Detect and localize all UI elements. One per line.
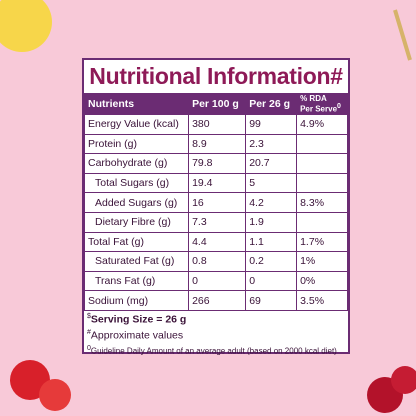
- footnote-mark: 0: [87, 344, 91, 352]
- footer: $Serving Size = 26 g #Approximate values 0…: [84, 311, 348, 363]
- nutrient-cell: Total Sugars (g): [83, 172, 190, 194]
- value-cell: 19.4: [188, 172, 247, 194]
- value-cell: 7.3: [188, 211, 247, 233]
- table-row: Total Fat (g) 4.4 1.1 1.7%: [83, 231, 348, 253]
- header-line: % RDA: [300, 93, 327, 103]
- value-cell: 0.8: [188, 251, 247, 272]
- table-row: Protein (g) 8.9 2.3: [83, 133, 348, 155]
- strawberry: [39, 379, 71, 411]
- value-cell: 16: [188, 192, 247, 213]
- table-row: Energy Value (kcal) 380 99 4.9%: [83, 114, 348, 135]
- value-cell: 4.4: [188, 231, 247, 253]
- value-cell: 0: [245, 270, 298, 292]
- header-line: Per Serve: [300, 104, 338, 114]
- value-cell: 2.3: [245, 133, 298, 155]
- value-cell: 8.9: [188, 133, 247, 155]
- value-cell: 0.2: [245, 251, 298, 272]
- header-cell: Per 100 g: [188, 93, 247, 115]
- value-cell: 0%: [296, 270, 348, 292]
- nutrient-cell: Total Fat (g): [83, 231, 190, 253]
- value-cell: 5: [245, 172, 298, 194]
- footnote: 0Guideline Daily Amount of an average ad…: [87, 345, 345, 361]
- table-row: Total Sugars (g) 19.4 5: [83, 172, 348, 194]
- title: Nutritional Information#: [89, 63, 343, 89]
- footnote: $Serving Size = 26 g: [87, 313, 345, 329]
- value-cell: 3.5%: [296, 290, 348, 311]
- value-cell: [296, 153, 348, 174]
- value-cell: 266: [188, 290, 247, 311]
- nutrient-cell: Saturated Fat (g): [83, 251, 190, 272]
- table-row: Carbohydrate (g) 79.8 20.7: [83, 153, 348, 174]
- cranberry: [391, 366, 416, 394]
- value-cell: 20.7: [245, 153, 298, 174]
- value-cell: 380: [188, 114, 247, 135]
- header-cell: Nutrients: [83, 93, 190, 115]
- table-row: Added Sugars (g) 16 4.2 8.3%: [83, 192, 348, 213]
- nutrient-cell: Energy Value (kcal): [83, 114, 190, 135]
- value-cell: [296, 133, 348, 155]
- value-cell: 1.9: [245, 211, 298, 233]
- value-cell: 1.1: [245, 231, 298, 253]
- nutrient-cell: Added Sugars (g): [83, 192, 190, 213]
- footnote-text: Serving Size = 26 g: [90, 313, 187, 326]
- value-cell: 8.3%: [296, 192, 348, 213]
- pineapple: [0, 0, 52, 52]
- footnote-text: Approximate values: [90, 329, 184, 342]
- value-cell: 0: [188, 270, 247, 292]
- nutrient-cell: Dietary Fibre (g): [83, 211, 190, 233]
- table-row: Saturated Fat (g) 0.8 0.2 1%: [83, 251, 348, 272]
- value-cell: 4.2: [245, 192, 298, 213]
- nutrition-table: Nutrients Per 100 g Per 26 g% RDA Per Serve…: [83, 93, 348, 311]
- value-cell: 1.7%: [296, 231, 348, 253]
- footnote-text: Guideline Daily Amount of an average adu…: [90, 346, 337, 356]
- value-cell: 79.8: [188, 153, 247, 174]
- footnote-mark: #: [87, 328, 91, 336]
- footnote-mark: $: [87, 312, 91, 320]
- value-cell: 1%: [296, 251, 348, 272]
- header-cell: % RDA Per Serve0: [296, 93, 348, 115]
- nutrient-cell: Sodium (mg): [83, 290, 190, 311]
- table-row: Dietary Fibre (g) 7.3 1.9: [83, 211, 348, 233]
- table-row: Sodium (mg) 266 69 3.5%: [83, 290, 348, 311]
- value-cell: [296, 211, 348, 233]
- table-row: Trans Fat (g) 0 0 0%: [83, 270, 348, 292]
- value-cell: [296, 172, 348, 194]
- nutrient-cell: Protein (g): [83, 133, 190, 155]
- footnote-mark: 0: [337, 102, 341, 110]
- nutrient-cell: Trans Fat (g): [83, 270, 190, 292]
- value-cell: 99: [245, 114, 298, 135]
- footnote: #Approximate values: [87, 329, 345, 345]
- nutrient-cell: Carbohydrate (g): [83, 153, 190, 174]
- wheat: [393, 9, 412, 61]
- value-cell: 4.9%: [296, 114, 348, 135]
- nutrition-panel: Nutritional Information# Nutrients Per 10…: [82, 58, 350, 356]
- header-cell: Per 26 g: [245, 93, 298, 115]
- value-cell: 69: [245, 290, 298, 311]
